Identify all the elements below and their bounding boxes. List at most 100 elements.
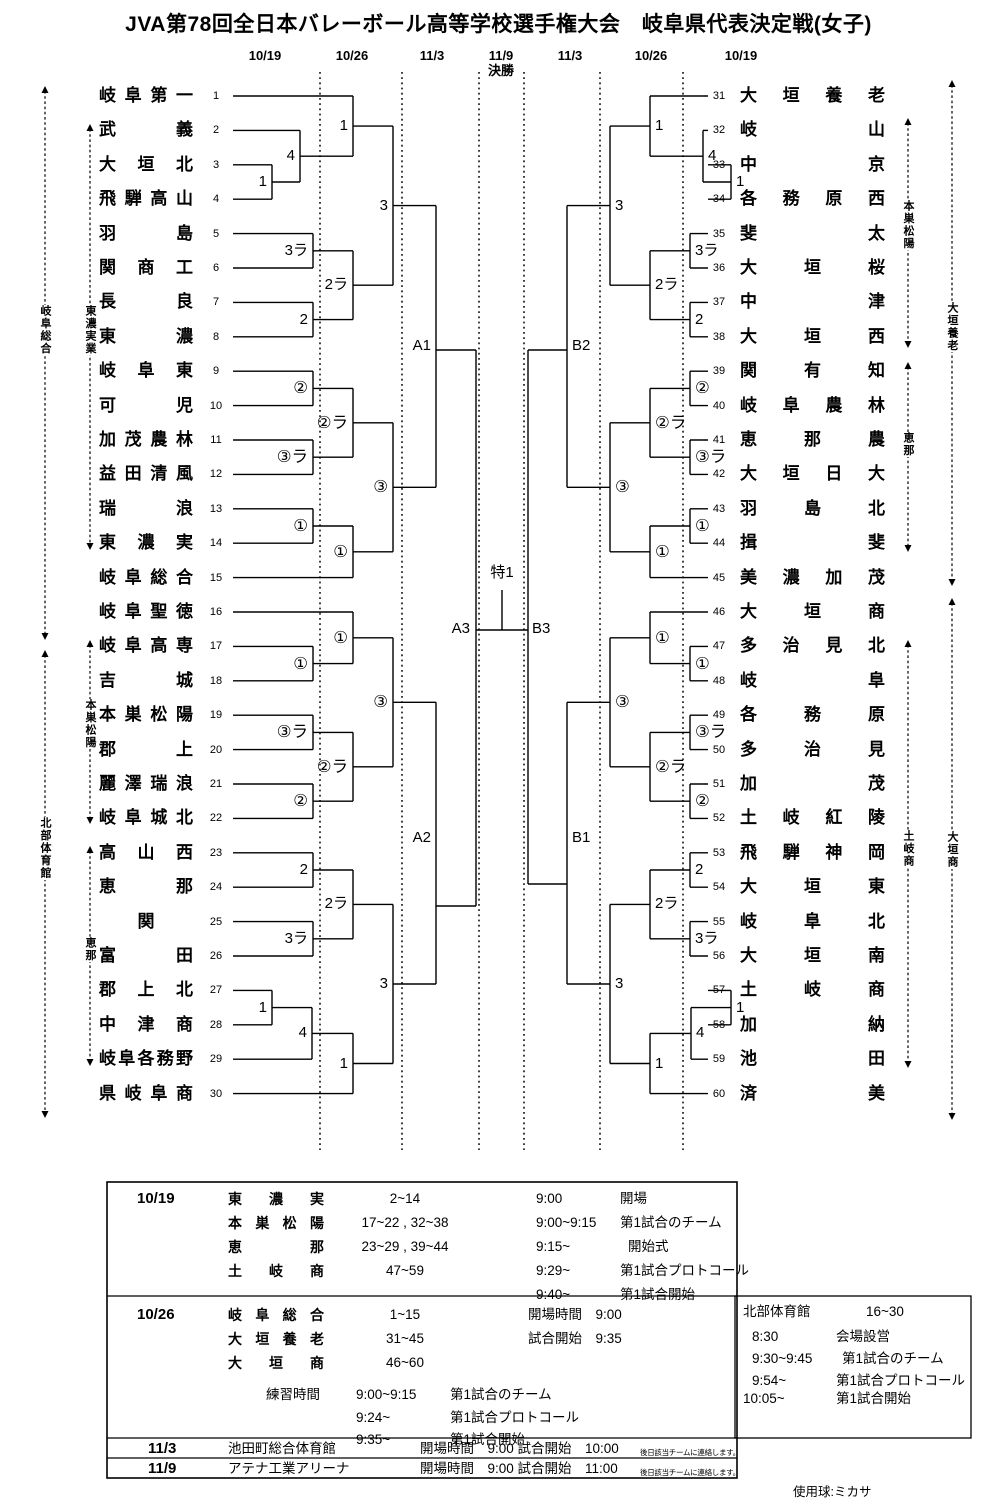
team-number: 59	[712, 1053, 726, 1066]
team-number: 14	[209, 537, 223, 550]
round-date: 10/26	[335, 48, 369, 63]
schedule-text: 9:40~	[536, 1287, 571, 1302]
team-name: 大垣東	[740, 877, 885, 897]
venue-rail-label: 大垣養老	[944, 302, 960, 352]
match-label: 1	[736, 173, 745, 190]
schedule-text: 開場時間 9:00	[528, 1307, 622, 1322]
schedule-text: 第1試合のチーム	[842, 1351, 944, 1366]
match-label: 2	[695, 861, 704, 878]
schedule-text: 第1試合のチーム	[450, 1387, 552, 1402]
team-name: 岐阜第一	[99, 86, 193, 105]
team-name: 高山西	[99, 842, 193, 862]
team-lines	[233, 95, 731, 1095]
team-name: 大垣養老	[740, 86, 885, 105]
team-number: 53	[712, 846, 726, 859]
schedule-text: 開場時間 9:00 試合開始 11:00	[420, 1461, 618, 1476]
match-label: ③ラ	[276, 723, 308, 742]
team-name: 羽島	[99, 223, 193, 243]
team-number: 44	[712, 537, 726, 550]
match-label: ①	[695, 654, 710, 673]
team-name: 中津	[740, 292, 885, 312]
schedule-text: 11/9	[148, 1460, 177, 1477]
team-number: 55	[712, 915, 726, 928]
team-name: 長良	[99, 292, 193, 312]
schedule-text: 9:00~9:15	[356, 1387, 417, 1402]
match-label: ②	[695, 379, 710, 398]
venue-rail-label: 恵那	[82, 937, 98, 962]
schedule-text: 46~60	[386, 1355, 424, 1370]
match-label: ①	[695, 517, 710, 535]
team-number: 35	[712, 227, 726, 240]
schedule-text: 開場	[620, 1191, 647, 1206]
team-name: 多治見北	[740, 636, 885, 656]
match-label: 2ラ	[324, 895, 348, 913]
team-number: 6	[212, 262, 220, 274]
venue-rail-label: 北部体育館	[37, 817, 53, 880]
match-label: B1	[572, 829, 591, 846]
match-label: 1	[736, 998, 745, 1016]
team-name: 郡上	[99, 739, 193, 759]
match-label: 3	[615, 975, 624, 992]
team-number: 45	[712, 571, 726, 584]
match-label: ③ラ	[695, 448, 727, 467]
match-label: A1	[412, 337, 431, 354]
match-label: 3ラ	[695, 929, 719, 947]
schedule-text: 9:54~	[752, 1373, 787, 1388]
team-name: 岐阜高専	[99, 636, 193, 656]
match-label: ①	[293, 517, 308, 535]
team-name: 麗澤瑞浪	[99, 774, 193, 793]
team-number: 57	[712, 984, 726, 997]
team-name: 本巣松陽	[99, 705, 193, 725]
team-name: 岐阜東	[99, 361, 193, 381]
team-name: 大垣南	[740, 946, 885, 965]
team-name: 関有知	[740, 361, 885, 381]
team-name: 中京	[740, 154, 885, 174]
team-name: 済美	[740, 1083, 885, 1103]
team-name: 岐阜北	[740, 911, 885, 931]
team-number: 5	[212, 227, 220, 240]
round-date: 11/3	[419, 48, 445, 63]
schedule-text: 第1試合のチーム	[620, 1215, 722, 1230]
team-number: 10	[209, 399, 223, 412]
schedule-text: 16~30	[866, 1304, 904, 1319]
team-number: 15	[209, 571, 223, 584]
team-name: 加茂農林	[99, 430, 193, 449]
team-name: 関	[137, 911, 155, 931]
match-label: 4	[708, 147, 717, 165]
match-label: 2ラ	[655, 895, 679, 913]
match-lines	[271, 96, 732, 1094]
match-label: B2	[572, 337, 591, 354]
schedule-text: 9:35~	[356, 1432, 391, 1447]
team-number: 13	[209, 502, 223, 515]
team-name: 斐太	[740, 223, 885, 243]
match-label: 1	[339, 117, 348, 135]
venue-rail-label: 岐阜総合	[37, 305, 53, 355]
round-date-final: 決勝	[487, 63, 514, 78]
venue-rail-label: 恵那	[900, 432, 916, 457]
match-label: 3	[379, 196, 388, 214]
team-name: 飛騨神岡	[740, 842, 885, 862]
schedule-text: 第1試合開始	[620, 1287, 696, 1302]
team-name: 飛騨高山	[99, 189, 193, 209]
schedule-text: 北部体育館	[743, 1304, 811, 1319]
schedule-text: 10/19	[137, 1190, 175, 1207]
team-name: 揖斐	[740, 533, 885, 553]
team-name: 東濃実	[99, 533, 193, 553]
match-label: ③	[615, 478, 630, 497]
match-label: 3ラ	[695, 241, 719, 259]
schedule-text: 17~22 , 32~38	[361, 1215, 449, 1230]
schedule-text: 土岐商	[228, 1263, 324, 1279]
team-number: 17	[209, 640, 223, 653]
team-name: 武義	[99, 120, 193, 140]
match-label: A2	[412, 829, 431, 846]
team-number: 37	[712, 296, 726, 309]
match-label: ①	[293, 654, 308, 673]
team-name: 富田	[99, 946, 193, 965]
team-name: 益田清風	[99, 464, 193, 484]
match-label: ③	[373, 693, 388, 712]
schedule-text: 会場設営	[836, 1329, 890, 1344]
team-number: 24	[209, 881, 223, 894]
team-name: 大垣日大	[740, 464, 885, 484]
